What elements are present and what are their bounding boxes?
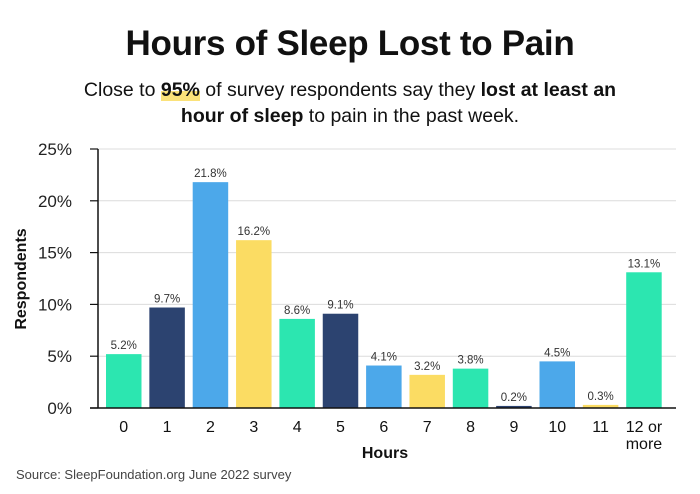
subtitle-part: 95% (160, 79, 200, 101)
chart-title: Hours of Sleep Lost to Pain (125, 24, 575, 63)
y-tick-label: 15% (38, 244, 72, 263)
x-tick-label: 9 (509, 419, 518, 436)
x-tick-label: 12 or more (626, 419, 663, 453)
x-tick-label-line: 5 (336, 419, 345, 436)
x-tick-label-line: 0 (119, 419, 128, 436)
x-axis-label: Hours (362, 445, 408, 462)
data-label: 3.2% (414, 361, 440, 373)
data-label: 4.1% (371, 352, 397, 364)
x-tick-label: 6 (379, 419, 388, 436)
x-tick-label-line: more (626, 436, 663, 453)
x-tick-label: 4 (293, 419, 302, 436)
bar (582, 404, 619, 408)
y-tick-label: 0% (47, 399, 72, 418)
bar (279, 318, 315, 408)
bar (192, 182, 229, 408)
x-tick-label: 8 (466, 419, 475, 436)
y-tick-label: 20% (38, 192, 72, 211)
bar (149, 307, 185, 408)
x-tick-label-line: 10 (548, 419, 566, 436)
x-tick-label-line: 3 (249, 419, 258, 436)
x-tick-label: 1 (163, 419, 172, 436)
y-axis-label: Respondents (13, 228, 30, 329)
x-tick-label-line: 2 (206, 419, 215, 436)
bar (409, 374, 445, 408)
x-tick-label-line: 1 (163, 419, 172, 436)
x-tick-label: 7 (423, 419, 432, 436)
data-label: 8.6% (284, 305, 310, 317)
x-tick-label: 5 (336, 419, 345, 436)
data-label: 21.8% (194, 168, 227, 180)
data-label: 9.1% (327, 300, 353, 312)
x-tick-label: 2 (206, 419, 215, 436)
source-note: Source: SleepFoundation.org June 2022 su… (16, 467, 292, 482)
y-tick-label: 25% (38, 140, 72, 159)
bar (106, 354, 142, 408)
y-tick-label: 5% (47, 347, 72, 366)
subtitle-part: Close to (83, 79, 161, 101)
x-tick-label: 0 (119, 419, 128, 436)
bar (236, 240, 272, 408)
chart-subtitle: Close to 95% of survey respondents say t… (80, 77, 620, 129)
x-tick-label: 10 (548, 419, 566, 436)
bar (452, 368, 489, 408)
y-tick-label: 10% (38, 295, 72, 314)
x-tick-label-line: 4 (293, 419, 302, 436)
x-tick-label-line: 12 or (626, 419, 663, 436)
x-tick-label: 3 (249, 419, 258, 436)
x-tick-label-line: 6 (379, 419, 388, 436)
data-label: 13.1% (628, 258, 661, 270)
subtitle-part: to pain in the past week. (303, 105, 520, 127)
data-label: 0.3% (587, 391, 613, 403)
data-label: 9.7% (154, 294, 180, 306)
subtitle-part: of survey respondents say they (199, 79, 481, 101)
data-label: 5.2% (111, 340, 137, 352)
x-tick-label-line: 9 (509, 419, 518, 436)
data-label: 16.2% (237, 226, 270, 238)
bar (366, 365, 402, 408)
x-tick-label-line: 11 (592, 419, 609, 436)
bar (496, 405, 532, 408)
bar (539, 361, 575, 408)
x-tick-label-line: 7 (423, 419, 432, 436)
x-tick-label: 11 (592, 419, 609, 436)
data-label: 0.2% (501, 392, 527, 404)
bar (626, 272, 662, 408)
subtitle-part: lost at least an hour of sleep (180, 79, 617, 127)
bar (322, 313, 359, 408)
x-tick-label-line: 8 (466, 419, 475, 436)
data-label: 4.5% (544, 347, 570, 359)
data-label: 3.8% (457, 355, 483, 367)
